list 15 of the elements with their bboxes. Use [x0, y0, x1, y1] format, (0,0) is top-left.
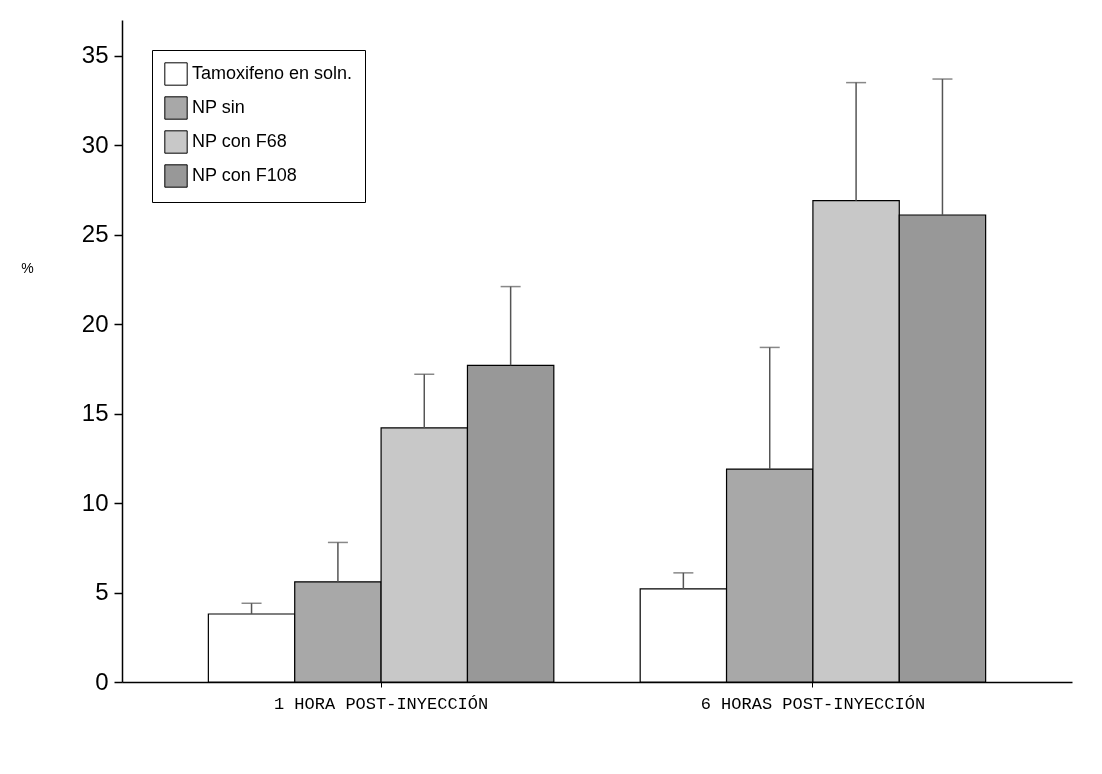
- y-tick-label: 35: [81, 41, 109, 69]
- y-axis-title: %: [21, 259, 34, 276]
- y-tick-label: 20: [81, 309, 109, 337]
- y-tick-label: 10: [81, 488, 109, 516]
- legend-label: NP sin: [192, 97, 245, 117]
- y-tick-label: 30: [81, 130, 109, 158]
- y-tick-label: 0: [95, 667, 109, 695]
- x-tick-label: 6 HORAS POST-INYECCIÓN: [700, 694, 926, 714]
- y-tick-label: 5: [95, 578, 109, 606]
- legend-label: Tamoxifeno en soln.: [192, 63, 353, 83]
- y-tick-label: 25: [81, 220, 109, 248]
- y-tick-label: 15: [81, 399, 109, 427]
- x-tick-label: 1 HORA POST-INYECCIÓN: [273, 694, 489, 714]
- legend-label: NP con F68: [192, 131, 287, 151]
- legend-label: NP con F108: [192, 165, 297, 185]
